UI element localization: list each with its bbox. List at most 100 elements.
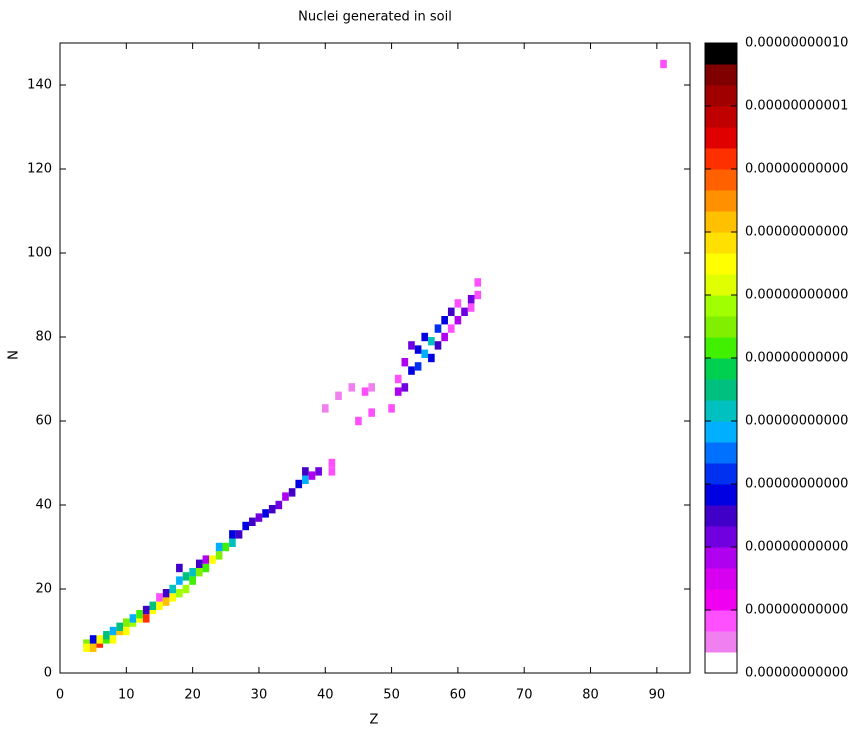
heatmap-cell xyxy=(262,509,269,518)
colorbar-tick-label: 0.00000000000 xyxy=(745,666,848,681)
heatmap-cell xyxy=(182,572,190,581)
heatmap-cell xyxy=(162,589,170,598)
heatmap-cell xyxy=(109,626,117,636)
heatmap-cell xyxy=(123,618,130,627)
heatmap-cell xyxy=(116,622,123,631)
heatmap-cell xyxy=(229,530,236,539)
colorbar-step xyxy=(705,211,737,233)
heatmap-cell xyxy=(328,458,336,468)
heatmap-cell xyxy=(414,345,422,354)
heatmap-cell xyxy=(169,584,177,594)
heatmap-cell xyxy=(467,295,475,304)
heatmap-cell xyxy=(215,551,223,560)
heatmap-cell xyxy=(394,374,402,384)
colorbar-step xyxy=(705,547,737,569)
colorbar-step xyxy=(705,463,737,485)
colorbar-step xyxy=(705,253,737,275)
heatmap-cell xyxy=(195,559,203,568)
heatmap-cell xyxy=(288,488,296,497)
chart-title: Nuclei generated in soil xyxy=(298,10,452,25)
colorbar-step xyxy=(705,610,737,632)
heatmap-cell xyxy=(176,563,183,573)
x-tick-label: 20 xyxy=(184,688,201,703)
colorbar-step xyxy=(705,652,737,674)
heatmap-cell xyxy=(109,635,117,644)
heatmap-cell xyxy=(421,332,429,342)
heatmap-cell xyxy=(176,589,183,598)
colorbar-step xyxy=(705,442,737,464)
heatmap-cell xyxy=(189,568,196,577)
heatmap-cell xyxy=(401,358,409,367)
colorbar-step xyxy=(705,106,737,128)
x-tick-label: 80 xyxy=(582,688,599,703)
heatmap-cell xyxy=(215,542,223,552)
heatmap-cell xyxy=(282,492,289,501)
x-tick-label: 60 xyxy=(450,688,467,703)
heatmap-cell xyxy=(275,500,283,510)
heatmap-cell xyxy=(348,383,356,392)
colorbar-tick-label: 0.00000000000 xyxy=(745,351,848,366)
heatmap-cell xyxy=(176,576,183,585)
y-tick-label: 80 xyxy=(35,330,52,345)
heatmap-cell xyxy=(89,643,97,652)
heatmap-cell xyxy=(434,341,442,350)
heatmap-cell xyxy=(428,353,435,363)
heatmap-cell xyxy=(315,467,322,476)
colorbar-step xyxy=(705,148,737,170)
heatmap-cell xyxy=(249,517,256,526)
heatmap-cell xyxy=(149,601,157,610)
colorbar-tick-label: 0.00000000000 xyxy=(745,162,848,177)
x-tick-label: 0 xyxy=(56,688,64,703)
colorbar-tick-label: 0.00000000010 xyxy=(745,36,848,51)
heatmap-cell xyxy=(321,404,329,413)
heatmap-cell xyxy=(447,307,455,316)
heatmap-cell xyxy=(454,316,462,325)
y-tick-label: 140 xyxy=(27,78,52,93)
colorbar-step xyxy=(705,421,737,443)
y-tick-label: 20 xyxy=(35,582,52,597)
colorbar-step xyxy=(705,337,737,359)
colorbar-step xyxy=(705,484,737,506)
colorbar-step xyxy=(705,358,737,380)
x-tick-label: 70 xyxy=(516,688,533,703)
colorbar-step xyxy=(705,64,737,86)
colorbar-step xyxy=(705,568,737,590)
y-tick-label: 100 xyxy=(27,246,52,261)
x-tick-label: 50 xyxy=(383,688,400,703)
colorbar-step xyxy=(705,316,737,338)
colorbar-step xyxy=(705,295,737,317)
colorbar-step xyxy=(705,190,737,212)
colorbar-tick-label: 0.00000000000 xyxy=(745,540,848,555)
colorbar-step xyxy=(705,505,737,527)
heatmap-cell xyxy=(242,521,249,531)
heatmap-cell xyxy=(142,605,150,615)
heatmap-cell xyxy=(202,563,210,573)
heatmap-cell xyxy=(182,584,190,594)
heatmap-cell xyxy=(209,555,216,564)
heatmap-cell xyxy=(447,324,455,333)
colorbar-step xyxy=(705,43,737,65)
colorbar-step xyxy=(705,169,737,191)
y-tick-label: 0 xyxy=(44,666,52,681)
heatmap-cell xyxy=(302,467,309,476)
colorbar-step xyxy=(705,631,737,653)
heatmap-cell xyxy=(368,383,375,392)
heatmap-cell xyxy=(388,404,395,413)
heatmap-cell xyxy=(162,597,170,606)
colorbar-step xyxy=(705,400,737,422)
heatmap-cell xyxy=(222,542,230,552)
heatmap-cell xyxy=(136,610,143,619)
y-tick-label: 40 xyxy=(35,498,52,513)
colorbar-tick-label: 0.00000000000 xyxy=(745,288,848,303)
heatmap-cell xyxy=(328,467,336,476)
heatmap-cell xyxy=(156,593,163,602)
plot-frame xyxy=(59,42,691,674)
heatmap-cell xyxy=(268,505,276,514)
heatmap-cell xyxy=(123,626,130,636)
y-tick-label: 60 xyxy=(35,414,52,429)
heatmap-cell xyxy=(103,631,110,640)
colorbar-step xyxy=(705,379,737,401)
heatmap-cell xyxy=(255,513,263,522)
heatmap-cell xyxy=(394,387,402,396)
heatmap-cell xyxy=(408,341,415,350)
